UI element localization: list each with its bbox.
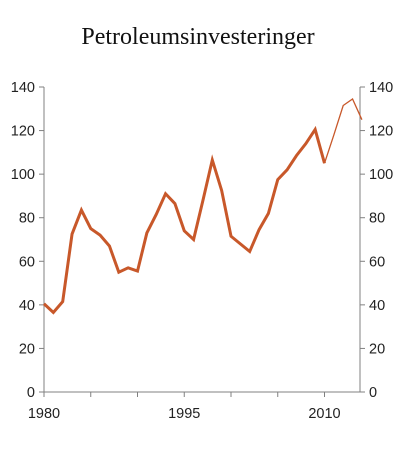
- x-tick-label: 1980: [28, 406, 60, 422]
- y-tick-label-right: 0: [369, 385, 377, 401]
- y-tick-label-right: 140: [369, 80, 393, 96]
- y-tick-label-left: 40: [19, 298, 35, 314]
- y-tick-label-left: 0: [27, 385, 35, 401]
- y-tick-label-right: 20: [369, 341, 385, 357]
- axis-ticks: 0 20 40 60 80 100 120 140 0 20 40 60 80 100 120 140 1980…: [11, 80, 393, 422]
- y-tick-label-left: 20: [19, 341, 35, 357]
- y-tick-label-left: 60: [19, 254, 35, 270]
- y-tick-label-right: 40: [369, 298, 385, 314]
- chart-title: Petroleumsinvesteringer: [81, 24, 314, 50]
- series-line-historical: [42, 125, 326, 315]
- series-group: [42, 97, 363, 315]
- series-line-projected: [323, 97, 363, 164]
- y-tick-label-right: 120: [369, 124, 393, 140]
- y-tick-label-right: 80: [369, 211, 385, 227]
- y-tick-label-left: 100: [11, 167, 35, 183]
- y-tick-label-left: 80: [19, 211, 35, 227]
- x-tick-label: 1995: [168, 406, 200, 422]
- y-tick-label-left: 120: [11, 124, 35, 140]
- y-tick-label-right: 100: [369, 167, 393, 183]
- y-tick-label-left: 140: [11, 80, 35, 96]
- x-tick-label: 2010: [308, 406, 340, 422]
- y-tick-label-right: 60: [369, 254, 385, 270]
